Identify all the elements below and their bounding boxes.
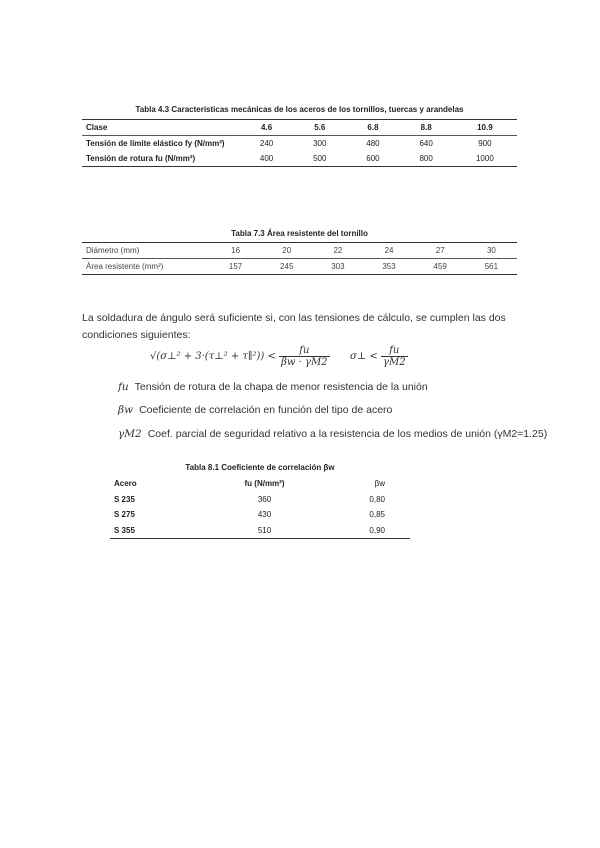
table-row: S 355 510 0,90 [110, 523, 410, 539]
cell: Tensión de rotura fu (N/mm²) [86, 154, 196, 163]
denominator: βw · γM2 [281, 357, 328, 368]
cell: 510 [257, 525, 272, 535]
table3-caption: Tabla 8.1 Coeficiente de correlación βw [185, 463, 335, 472]
table-row: Tensión de rotura fu (N/mm²) 400 500 600 800… [82, 151, 517, 167]
formula-1-left: √(σ⊥² + 3·(τ⊥² + τ∥²)) < [150, 351, 276, 362]
header-cell: 6.8 [346, 119, 400, 136]
cell: 0,85 [369, 510, 385, 520]
cell: S 355 [114, 525, 135, 535]
cell: 500 [313, 154, 327, 163]
formula-2-left: σ⊥ < [350, 351, 378, 362]
header-cell: 8.8 [399, 119, 453, 136]
correlation-table: Acero fu (N/mm²) βw S 235 360 0,80 S 275 430 0… [110, 476, 410, 539]
header-cell: 20 [261, 242, 313, 259]
cell: 561 [484, 262, 499, 271]
header-cell: 16 [210, 242, 262, 259]
cell: 360 [257, 494, 272, 504]
symbol: βw [118, 404, 134, 416]
table-header-row: Acero fu (N/mm²) βw [110, 476, 410, 492]
header-cell: 27 [414, 242, 466, 259]
definition-text: Tensión de rotura de la chapa de menor r… [134, 381, 428, 393]
cell: 459 [433, 262, 447, 271]
cell: S 275 [114, 510, 135, 520]
formula-1-fraction: fu βw · γM2 [279, 345, 330, 368]
cell: 240 [259, 139, 274, 148]
formula-2-fraction: fu γM2 [380, 345, 408, 368]
bolt-area-table: Diámetro (mm) 16 20 22 24 27 30 Área resistent… [82, 242, 517, 275]
header-cell: 5.6 [293, 119, 347, 136]
denominator: γM2 [382, 357, 406, 368]
cell: 480 [366, 139, 380, 148]
cell: 1000 [475, 154, 494, 163]
table-row: Tensión de límite elástico fy (N/mm²) 240… [82, 136, 517, 152]
cell: 0,90 [369, 525, 385, 535]
cell: Área resistente (mm²) [86, 262, 164, 271]
numerator: fu [380, 345, 408, 357]
table-row: Área resistente (mm²) 157 245 303 353 459 561 [82, 259, 517, 275]
cell: 353 [382, 262, 396, 271]
definition-beta: βw Coeficiente de correlación en función … [118, 404, 392, 416]
table-header-row: Clase 4.6 5.6 6.8 8.8 10.9 [82, 119, 517, 136]
table-row: S 275 430 0,85 [110, 507, 410, 523]
table1-caption: Tabla 4.3 Características mecánicas de l… [135, 105, 464, 114]
formula-1: √(σ⊥² + 3·(τ⊥² + τ∥²)) < fu βw · γM2 [150, 345, 330, 368]
cell: 430 [257, 510, 272, 520]
table2-caption: Tabla 7.3 Área resistente del tornillo [231, 229, 368, 238]
header-cell: 24 [363, 242, 415, 259]
cell: 600 [366, 154, 380, 163]
header-cell: fu (N/mm²) [244, 479, 285, 489]
symbol: fu [118, 381, 129, 393]
cell: Tensión de límite elástico fy (N/mm²) [86, 139, 225, 148]
cell: S 235 [114, 494, 135, 504]
definition-fu: fu Tensión de rotura de la chapa de menor… [118, 381, 428, 393]
table-header-row: Diámetro (mm) 16 20 22 24 27 30 [82, 242, 517, 259]
header-cell: 4.6 [240, 119, 294, 136]
header-cell: Acero [114, 479, 137, 489]
numerator: fu [279, 345, 330, 357]
cell: 400 [259, 154, 274, 163]
header-cell: βw [374, 479, 385, 489]
table-row: S 235 360 0,80 [110, 492, 410, 508]
cell: 0,80 [369, 494, 385, 504]
cell: 157 [228, 262, 243, 271]
header-cell: 30 [465, 242, 517, 259]
cell: 303 [331, 262, 345, 271]
cell: 900 [478, 139, 492, 148]
header-cell: Diámetro (mm) [82, 242, 210, 259]
weld-paragraph: La soldadura de ángulo será suficiente s… [82, 312, 506, 341]
cell: 800 [419, 154, 433, 163]
formula-2: σ⊥ < fu γM2 [350, 345, 408, 368]
symbol: γM2 [118, 428, 142, 440]
cell: 245 [280, 262, 294, 271]
cell: 300 [313, 139, 327, 148]
definition-text: Coef. parcial de seguridad relativo a la… [147, 428, 548, 440]
cell: 640 [419, 139, 433, 148]
bolt-properties-table: Clase 4.6 5.6 6.8 8.8 10.9 Tensión de límite … [82, 119, 517, 167]
header-cell: 10.9 [452, 119, 517, 136]
header-cell: Clase [82, 119, 240, 136]
header-cell: 22 [312, 242, 364, 259]
definition-gamma: γM2 Coef. parcial de seguridad relativo a… [118, 428, 547, 440]
definition-text: Coeficiente de correlación en función de… [139, 404, 393, 416]
